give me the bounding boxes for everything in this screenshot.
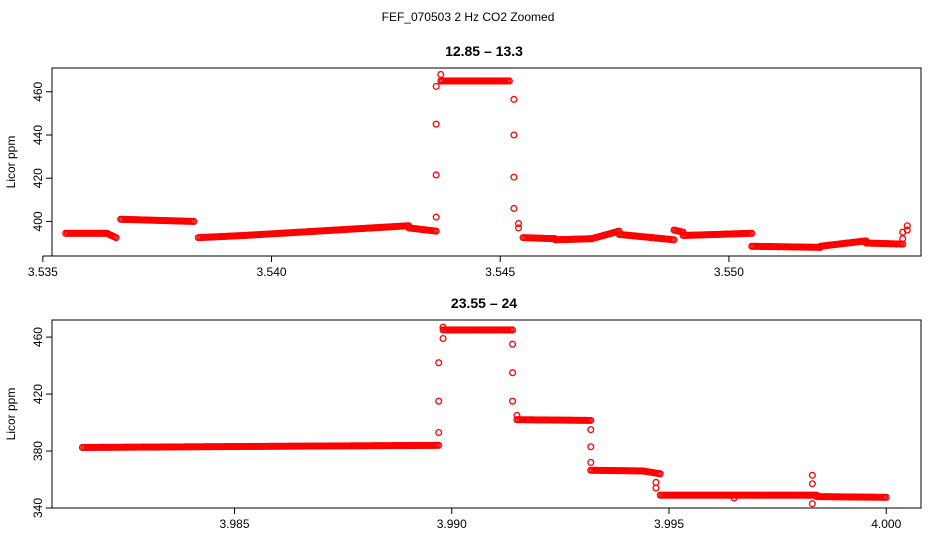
data-point <box>882 493 890 501</box>
data-point <box>432 82 440 90</box>
panel-bottom: 23.55 – 24 Licor ppm 3.985 3.990 3.995 4.00… <box>4 295 922 531</box>
data-point <box>808 471 816 479</box>
data-point <box>510 173 518 181</box>
data-point <box>903 226 911 234</box>
plot-frame-bottom <box>51 319 922 509</box>
data-point <box>509 369 517 377</box>
data-point <box>587 443 595 451</box>
data-point <box>509 326 517 334</box>
ticks-bottom: 3.985 3.990 3.995 4.000 340 380 420 460 <box>31 327 902 531</box>
x-tick-label: 3.985 <box>219 517 249 531</box>
data-point <box>587 458 595 466</box>
x-tick-label: 3.550 <box>714 265 744 279</box>
y-tick-label: 420 <box>31 168 45 188</box>
panel-top: 12.85 – 13.3 Licor ppm 3.535 3.540 3.545 3.… <box>4 43 922 279</box>
data-point <box>656 470 664 478</box>
data-point <box>652 484 660 492</box>
data-point <box>587 416 595 424</box>
panel-title-top: 12.85 – 13.3 <box>445 43 523 59</box>
ticks-top: 3.535 3.540 3.545 3.550 400 420 440 460 <box>28 81 744 279</box>
data-point <box>505 77 513 85</box>
data-point <box>510 95 518 103</box>
data-points-bottom <box>78 323 890 508</box>
data-point <box>509 397 517 405</box>
x-tick-label: 3.540 <box>257 265 287 279</box>
data-point <box>432 227 440 235</box>
data-point <box>435 397 443 405</box>
data-point <box>652 478 660 486</box>
data-points-top <box>62 70 911 251</box>
data-point <box>509 340 517 348</box>
y-axis-label-top: Licor ppm <box>4 136 18 189</box>
data-point <box>510 131 518 139</box>
y-tick-label: 460 <box>31 327 45 347</box>
y-tick-label: 400 <box>31 211 45 231</box>
x-tick-label: 3.995 <box>654 517 684 531</box>
x-tick-label: 3.990 <box>437 517 467 531</box>
data-point <box>112 234 120 242</box>
data-point <box>808 480 816 488</box>
data-point <box>190 217 198 225</box>
x-tick-label: 3.535 <box>28 265 58 279</box>
data-point <box>435 428 443 437</box>
y-axis-label-bottom: Licor ppm <box>4 388 18 441</box>
plot-frame-top <box>51 67 922 257</box>
x-tick-label: 3.545 <box>485 265 515 279</box>
data-point <box>510 204 518 213</box>
data-point <box>432 171 440 179</box>
y-tick-label: 460 <box>31 81 45 101</box>
data-point <box>514 224 523 232</box>
data-point <box>435 441 443 449</box>
data-point <box>903 222 911 230</box>
y-tick-label: 440 <box>31 125 45 145</box>
x-tick-label: 4.000 <box>871 517 901 531</box>
data-point <box>437 70 445 79</box>
data-point <box>439 334 447 343</box>
data-point <box>899 235 907 243</box>
y-tick-label: 420 <box>31 384 45 404</box>
figure-title: FEF_070503 2 Hz CO2 Zoomed <box>382 10 555 24</box>
data-point <box>513 411 521 419</box>
panel-title-bottom: 23.55 – 24 <box>451 295 517 311</box>
y-tick-label: 380 <box>31 441 45 461</box>
data-point <box>587 426 595 434</box>
data-point <box>432 120 440 128</box>
data-point <box>432 213 440 221</box>
data-point <box>730 494 738 502</box>
data-point <box>439 323 447 331</box>
data-point <box>670 236 678 244</box>
data-point <box>748 229 756 237</box>
data-point <box>808 500 816 508</box>
data-point <box>435 359 443 367</box>
y-tick-label: 340 <box>31 498 45 518</box>
data-point <box>514 220 523 228</box>
